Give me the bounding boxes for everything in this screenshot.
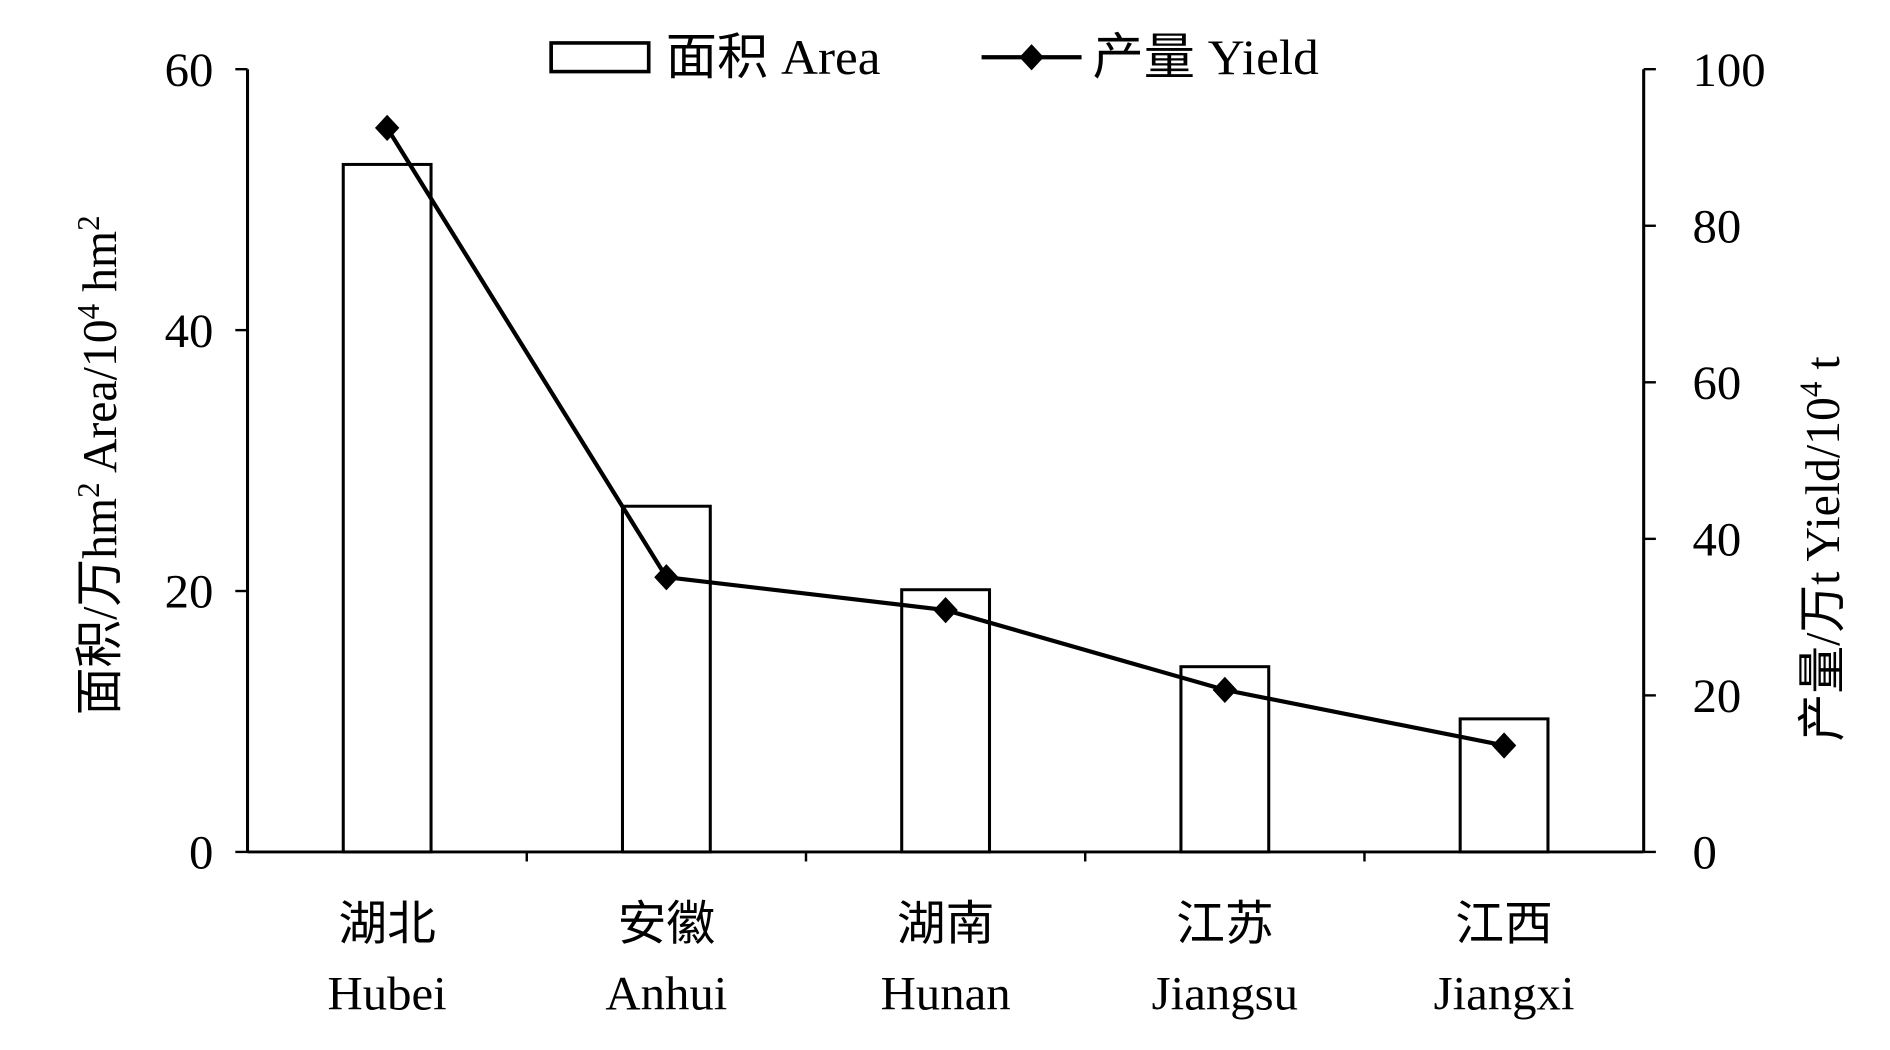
right-tick-label: 20: [1692, 671, 1741, 723]
x-tick-label-en: Jiangxi: [1434, 968, 1575, 1020]
right-tick-label: 80: [1692, 201, 1741, 253]
superscript: 2: [70, 482, 105, 498]
yield-marker: [1212, 676, 1238, 704]
axes: 0 20 40 60 0 20 40 60 80 100 湖北 Hubei 安徽 Anhui 湖南 Hunan…: [165, 44, 1766, 1020]
right-tick-label: 0: [1692, 827, 1716, 879]
legend-area-label: 面积 Area: [666, 29, 881, 84]
area-bar: [620, 504, 712, 854]
area-bar: [341, 162, 433, 854]
x-tick-label-zh: 江西: [1455, 899, 1553, 951]
left-tick-label: 0: [189, 827, 213, 879]
superscript: 4: [1793, 381, 1828, 397]
right-tick-label: 60: [1692, 357, 1741, 409]
right-axis-title: 产量/万t Yield/104 t: [1793, 356, 1849, 742]
x-tick-label-en: Anhui: [605, 968, 727, 1020]
title-part: Area/10: [73, 319, 127, 482]
left-tick-label: 20: [165, 566, 214, 618]
x-tick-label-zh: 安徽: [618, 899, 716, 951]
yield-marker: [1491, 732, 1517, 759]
left-tick-label: 40: [165, 305, 214, 357]
x-tick-label-zh: 湖南: [897, 899, 995, 951]
right-tick-label: 100: [1692, 44, 1765, 96]
legend: 面积 Area 产量 Yield: [549, 29, 1319, 85]
title-part: hm: [73, 231, 127, 304]
x-tick-label-zh: 湖北: [338, 899, 436, 951]
title-part: 产量/万t Yield/10: [1796, 397, 1850, 741]
area-bar: [900, 588, 992, 854]
bars: [341, 162, 1550, 854]
title-part: t: [1796, 356, 1850, 382]
superscript: 4: [70, 304, 105, 320]
left-tick-label: 60: [165, 44, 214, 96]
yield-marker: [933, 596, 958, 624]
legend-area-swatch: [549, 41, 651, 74]
left-axis-title: 面积/万hm2 Area/104 hm2: [70, 215, 126, 715]
x-tick-label-en: Hunan: [881, 968, 1011, 1020]
superscript: 2: [70, 215, 105, 231]
x-tick-label-en: Hubei: [328, 968, 447, 1020]
x-tick-label-zh: 江苏: [1176, 899, 1274, 951]
legend-yield-marker: [1019, 44, 1044, 71]
title-part: 面积/万hm: [73, 498, 127, 715]
yield-marker: [374, 114, 400, 142]
x-tick-label-en: Jiangsu: [1152, 968, 1298, 1020]
yield-line-series: [374, 114, 1517, 759]
legend-yield-label: 产量 Yield: [1093, 29, 1319, 84]
right-tick-label: 40: [1692, 514, 1741, 566]
